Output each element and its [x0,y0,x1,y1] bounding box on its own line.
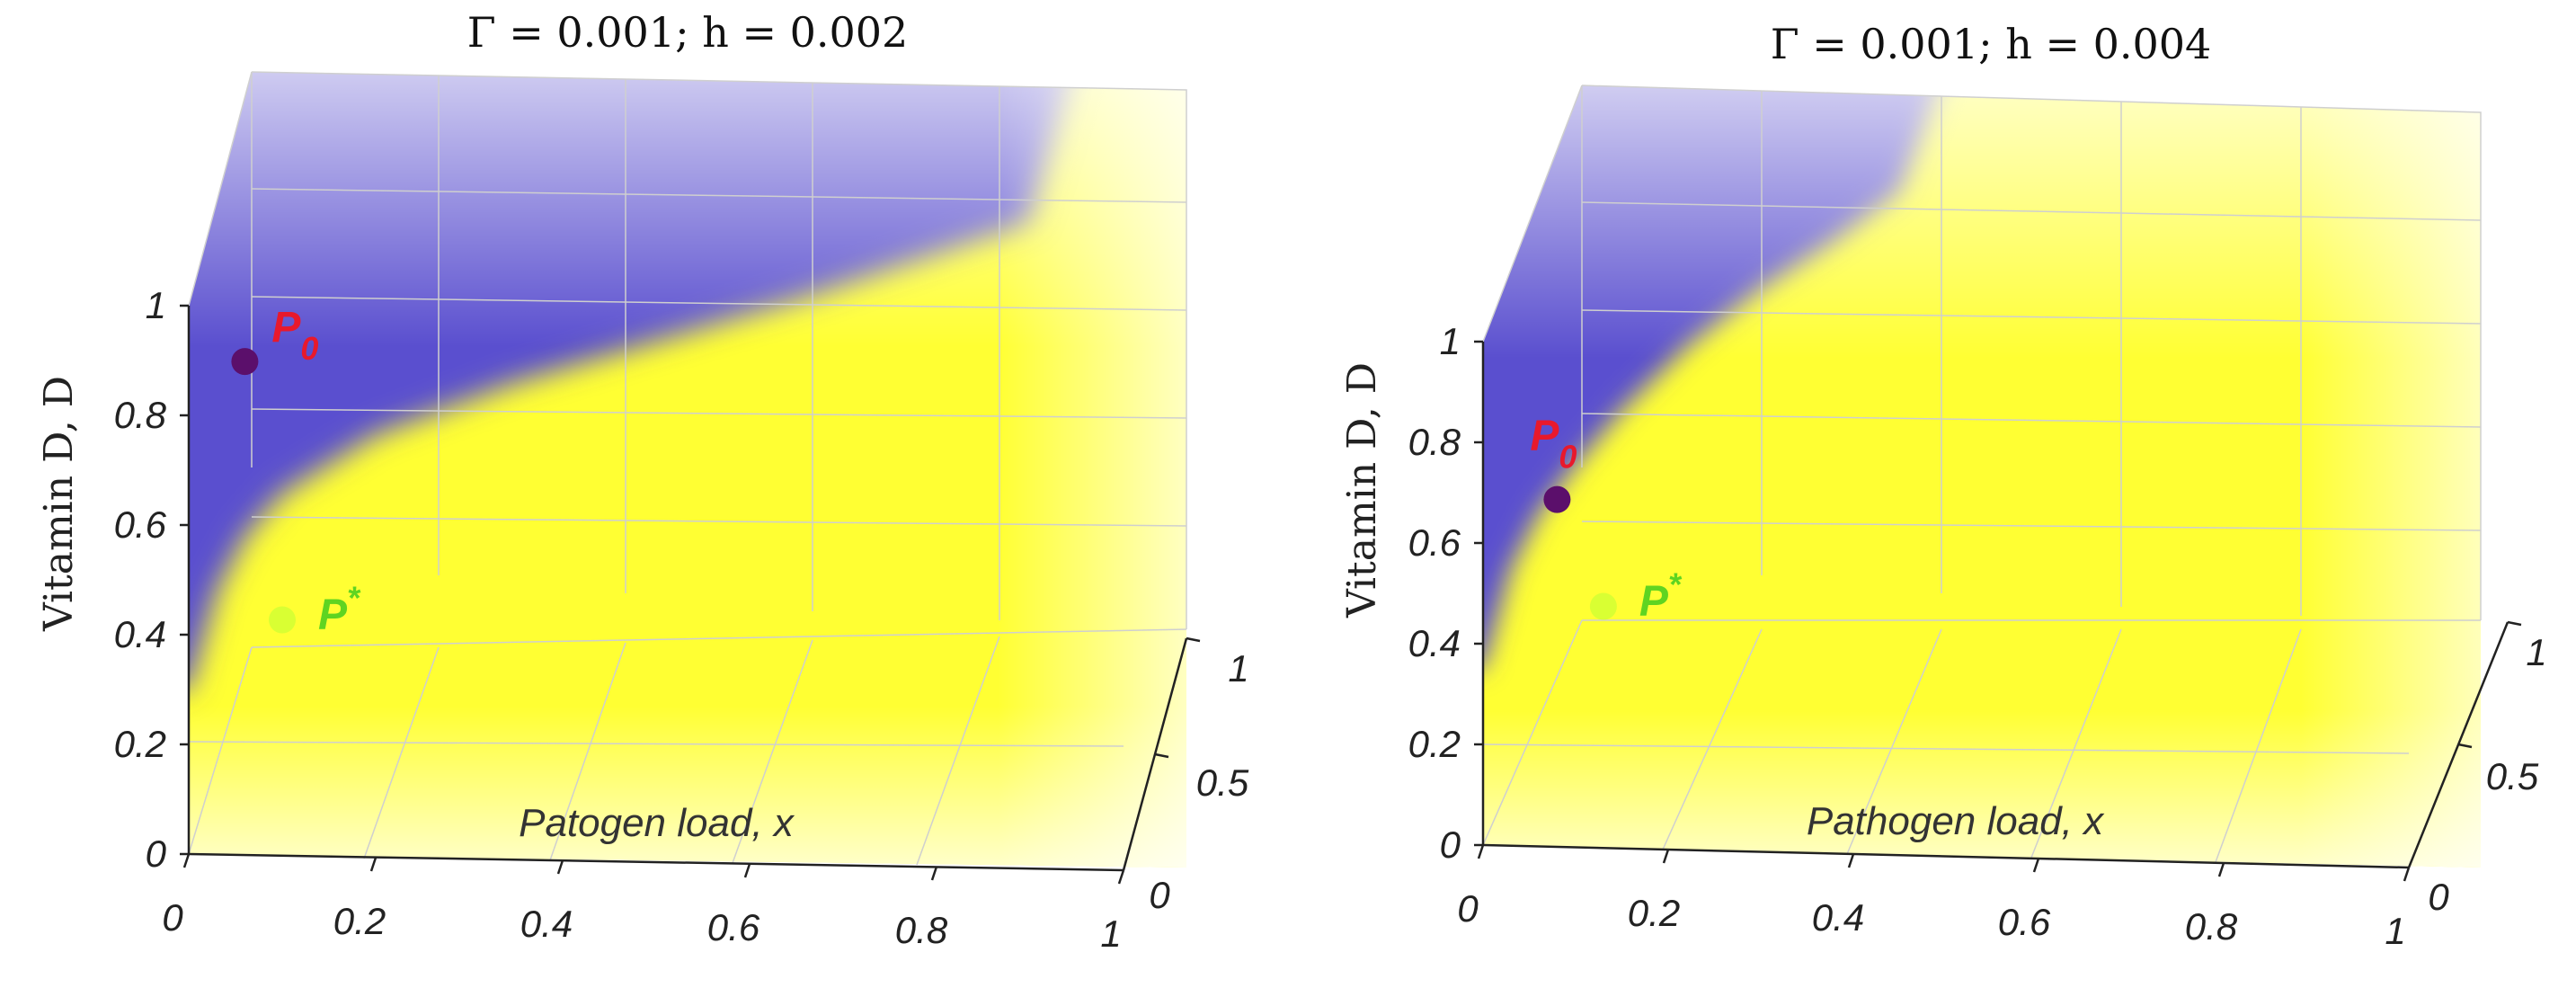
axes [1474,340,2522,882]
x-tick-label: 0 [162,896,183,939]
x-tick-label: 0.6 [707,906,760,948]
chart-title: Γ = 0.001; h = 0.002 [467,8,909,57]
x-tick-label: 1 [2385,910,2405,952]
x-tick-label: 0.6 [1998,901,2051,943]
z-tick-label: 0.5 [2486,755,2539,797]
y-tick-label: 0.2 [1408,723,1461,765]
z-tick-label: 0 [1149,874,1170,916]
surface [189,72,1186,868]
x-tick-label: 0.8 [895,909,948,951]
x-tick-label: 0.2 [1628,892,1680,934]
y-tick-label: 0 [1440,823,1461,866]
point-label-p0: P0 [1530,413,1577,476]
z-tick-label: 0.5 [1196,761,1249,804]
x-axis-label: Patogen load, x [519,801,795,845]
y-axis-label: Vitamin D, D [36,376,82,632]
y-axis-label: Vitamin D, D [1339,362,1385,619]
chart-panel-right: Γ = 0.001; h = 0.004 [1339,20,2547,952]
point-label-pstar: P* [1639,566,1683,626]
y-tick-label: 0.6 [114,503,167,546]
y-tick-label: 0 [146,832,167,875]
equilibrium-point-pstar [269,606,296,634]
x-tick-label: 0.2 [333,900,386,942]
surface [1483,85,2481,868]
grid [1482,85,2482,863]
y-tick-label: 0.4 [114,613,166,655]
x-tick-label: 0.4 [520,903,573,945]
y-tick-label: 0.8 [114,394,167,436]
chart-panel-left: Γ = 0.001; h = 0.002 [36,8,1249,955]
point-label-pstar: P* [318,580,361,639]
z-tick-label: 1 [2526,631,2546,673]
z-tick-label: 0 [2428,876,2449,918]
equilibrium-point-p0 [231,348,259,376]
axes [180,304,1201,885]
y-tick-label: 1 [1440,320,1461,362]
chart-title: Γ = 0.001; h = 0.004 [1771,20,2212,68]
x-axis-label: Pathogen load, x [1807,799,2105,843]
y-tick-label: 1 [146,284,166,326]
x-tick-label: 0.4 [1812,896,1864,939]
point-label-p0: P0 [271,304,318,367]
y-tick-label: 0.4 [1408,622,1461,664]
equilibrium-point-pstar [1589,592,1617,620]
grid [188,71,1187,866]
x-tick-label: 0.8 [2185,905,2238,948]
y-tick-label: 0.8 [1408,421,1461,463]
x-tick-label: 0 [1457,887,1479,930]
x-tick-label: 1 [1100,912,1121,955]
z-tick-label: 1 [1228,647,1248,690]
y-tick-label: 0.6 [1408,521,1461,564]
y-tick-label: 0.2 [114,723,166,765]
equilibrium-point-p0 [1543,485,1571,513]
